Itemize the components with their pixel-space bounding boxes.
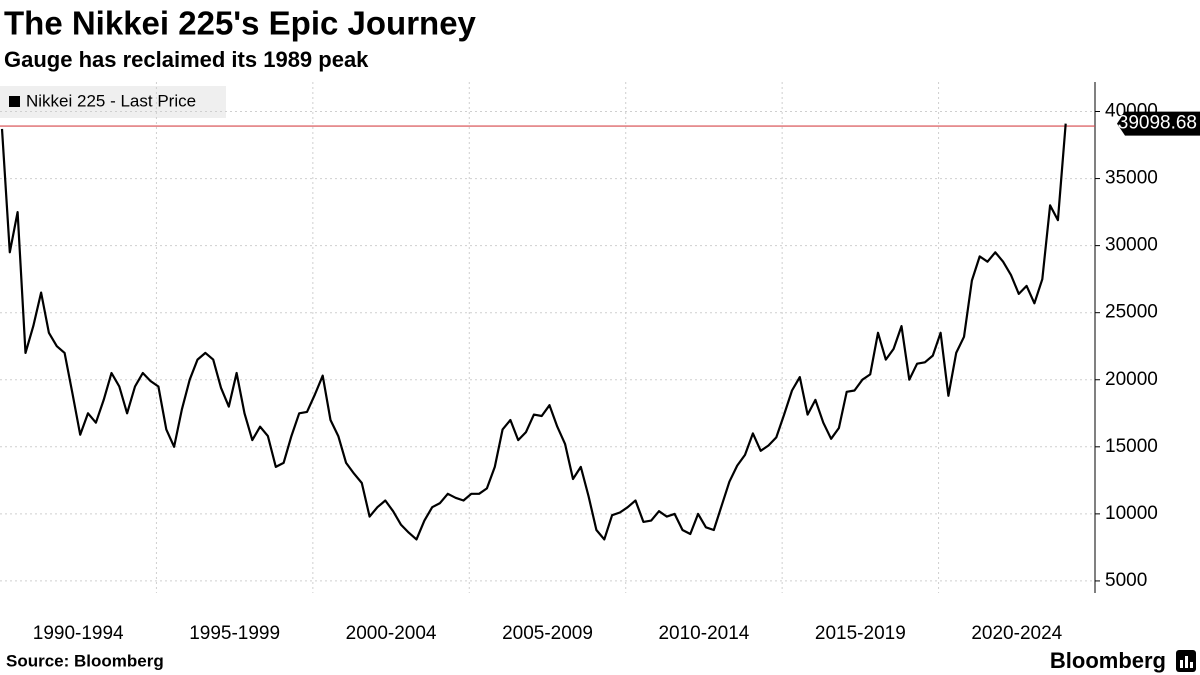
chart-title: The Nikkei 225's Epic Journey — [4, 5, 477, 42]
x-tick-label: 2020-2024 — [971, 623, 1062, 644]
y-tick-label: 25000 — [1105, 302, 1158, 323]
x-tick-label: 2015-2019 — [815, 623, 906, 644]
y-tick-label: 35000 — [1105, 168, 1158, 189]
y-tick-label: 10000 — [1105, 503, 1158, 524]
legend-box — [0, 86, 226, 118]
line — [0, 123, 1067, 541]
x-tick-label: 2005-2009 — [502, 623, 593, 644]
logo-icon — [1176, 650, 1196, 672]
legend-swatch — [9, 96, 20, 107]
legend-label: Nikkei 225 - Last Price — [26, 91, 196, 110]
x-tick-label: 1990-1994 — [33, 623, 124, 644]
chart-subtitle: Gauge has reclaimed its 1989 peak — [4, 47, 369, 72]
y-tick-label: 5000 — [1105, 570, 1147, 591]
source: Source: Bloomberg — [6, 651, 164, 670]
last-price-callout — [1117, 111, 1200, 136]
x-tick-label: 2000-2004 — [346, 623, 437, 644]
logo: Bloomberg — [1050, 648, 1166, 673]
y-tick-label: 15000 — [1105, 436, 1158, 457]
x-tick-label: 1995-1999 — [189, 623, 280, 644]
plot: 5000100001500020000250003000035000400001… — [0, 82, 1200, 644]
x-tick-label: 2010-2014 — [658, 623, 749, 644]
y-tick-label: 30000 — [1105, 235, 1158, 256]
y-tick-label: 20000 — [1105, 369, 1158, 390]
last-price-label: 39098.68 — [1118, 113, 1197, 134]
